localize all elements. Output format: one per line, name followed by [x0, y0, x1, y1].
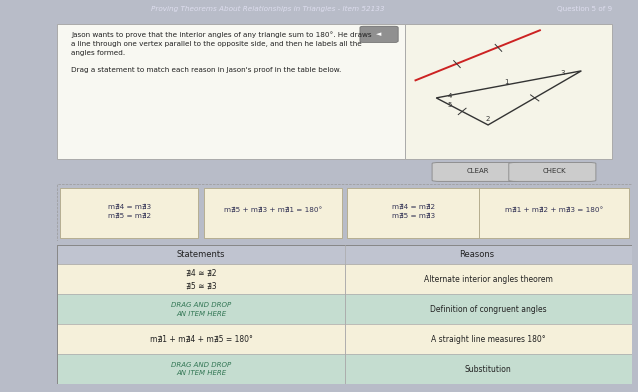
- Text: Statements: Statements: [177, 250, 225, 259]
- Text: 3: 3: [561, 70, 565, 76]
- Text: DRAG AND DROP
AN ITEM HERE: DRAG AND DROP AN ITEM HERE: [171, 362, 231, 376]
- Text: 5: 5: [448, 102, 452, 108]
- Text: m∄4 = m∄3
m∄5 = m∄2: m∄4 = m∄3 m∄5 = m∄2: [108, 203, 151, 218]
- Text: Definition of congruent angles: Definition of congruent angles: [430, 305, 546, 314]
- Text: m∄5 + m∄3 + m∄1 = 180°: m∄5 + m∄3 + m∄1 = 180°: [224, 208, 322, 214]
- Text: Jason wants to prove that the interior angles of any triangle sum to 180°. He dr: Jason wants to prove that the interior a…: [71, 32, 372, 73]
- Text: Proving Theorems About Relationships in Triangles - Item 52133: Proving Theorems About Relationships in …: [151, 6, 385, 12]
- Text: m∄4 = m∄2
m∄5 = m∄3: m∄4 = m∄2 m∄5 = m∄3: [392, 203, 435, 218]
- FancyBboxPatch shape: [480, 188, 629, 238]
- Bar: [57, 294, 345, 324]
- Text: 2: 2: [486, 116, 491, 122]
- Bar: [57, 324, 345, 354]
- Text: ∄4 ≅ ∄2
∄5 ≅ ∄3: ∄4 ≅ ∄2 ∄5 ≅ ∄3: [186, 269, 216, 290]
- Text: Question 5 of 9: Question 5 of 9: [558, 6, 612, 12]
- Text: Substitution: Substitution: [464, 365, 512, 374]
- Bar: [345, 324, 632, 354]
- Bar: [57, 265, 345, 294]
- Bar: [345, 265, 632, 294]
- FancyBboxPatch shape: [432, 163, 519, 181]
- Text: Alternate interior angles theorem: Alternate interior angles theorem: [424, 275, 553, 284]
- FancyBboxPatch shape: [360, 26, 398, 42]
- Bar: [57, 245, 632, 265]
- Text: CLEAR: CLEAR: [466, 168, 489, 174]
- Text: ◄: ◄: [376, 31, 382, 37]
- Text: 4: 4: [448, 93, 452, 99]
- FancyBboxPatch shape: [509, 163, 596, 181]
- Text: DRAG AND DROP
AN ITEM HERE: DRAG AND DROP AN ITEM HERE: [171, 302, 231, 317]
- Text: m∄1 + m∄2 + m∄3 = 180°: m∄1 + m∄2 + m∄3 = 180°: [505, 208, 603, 214]
- Text: CHECK: CHECK: [542, 168, 567, 174]
- Text: m∄1 + m∄4 + m∄5 = 180°: m∄1 + m∄4 + m∄5 = 180°: [149, 335, 253, 344]
- Bar: [405, 24, 612, 159]
- Bar: [345, 354, 632, 384]
- FancyBboxPatch shape: [347, 188, 480, 238]
- Bar: [345, 294, 632, 324]
- Text: 1: 1: [505, 79, 509, 85]
- FancyBboxPatch shape: [60, 188, 198, 238]
- FancyBboxPatch shape: [204, 188, 342, 238]
- Bar: [57, 354, 345, 384]
- Text: Reasons: Reasons: [459, 250, 494, 259]
- Text: A straight line measures 180°: A straight line measures 180°: [431, 335, 545, 344]
